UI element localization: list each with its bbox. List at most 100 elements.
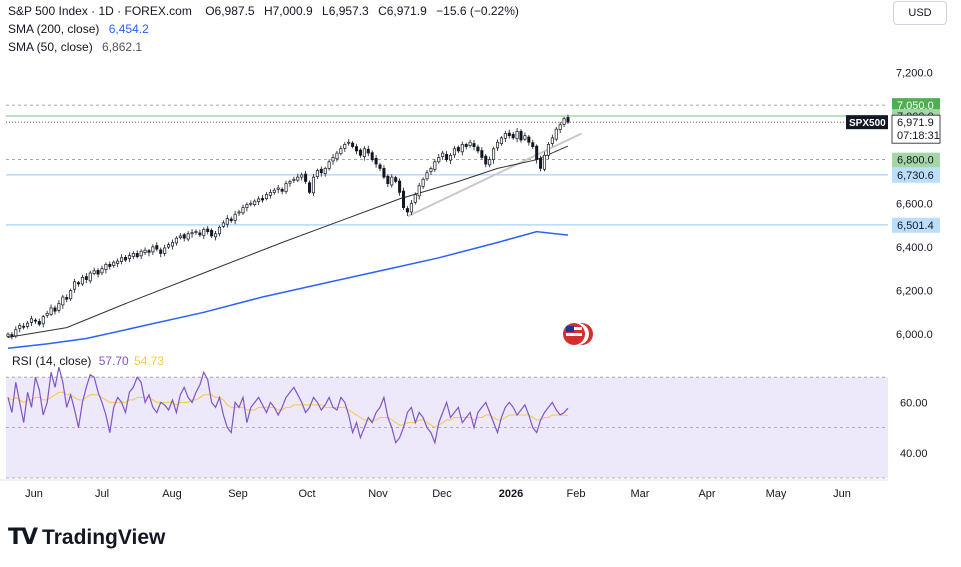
candle	[558, 121, 562, 134]
time-tick-label: Jul	[95, 488, 109, 500]
candle-body	[174, 237, 178, 244]
price-tick-label: 6,200.0	[896, 285, 933, 297]
candle	[507, 129, 511, 139]
candle-body	[14, 329, 18, 337]
candle-body	[80, 277, 84, 285]
candle	[112, 260, 116, 268]
candle-body	[214, 233, 218, 238]
rsi-legend[interactable]: RSI (14, close) 57.70 54.73	[12, 354, 164, 368]
candle	[194, 229, 198, 235]
candle	[261, 194, 265, 203]
symbol-title: S&P 500 Index · 1D · FOREX.com	[8, 4, 192, 18]
rsi-tick-label: 60.00	[900, 397, 928, 409]
low-label: L	[322, 4, 329, 18]
candle-body	[425, 172, 429, 180]
candle-body	[112, 261, 116, 266]
rsi-value: 57.70	[98, 354, 129, 368]
candle-body	[284, 183, 288, 193]
candle	[288, 179, 292, 187]
sma200-line	[7, 230, 569, 350]
candle-body	[558, 124, 562, 130]
candle	[100, 265, 104, 276]
candle-body	[452, 148, 456, 156]
candle	[182, 232, 186, 242]
candle-body	[562, 118, 566, 125]
time-tick-label: Sep	[228, 488, 248, 500]
candle	[343, 142, 347, 152]
price-label-text: 6,501.4	[897, 220, 934, 232]
symbol-tag-label: SPX500	[849, 118, 886, 129]
candle	[554, 126, 558, 142]
currency-button[interactable]: USD	[893, 1, 947, 25]
high-value: 7,000.9	[272, 4, 313, 18]
candle-body	[421, 178, 425, 187]
candle-body	[182, 234, 186, 239]
candle	[116, 258, 120, 268]
candle	[417, 182, 421, 200]
candle-body	[22, 325, 26, 328]
candle	[480, 147, 484, 160]
candle-body	[229, 218, 233, 222]
candle-body	[53, 307, 57, 312]
tradingview-logo[interactable]: TV TradingView	[8, 525, 165, 550]
candle-body	[499, 137, 503, 144]
flag-canton	[566, 326, 574, 332]
candle-body	[288, 181, 292, 184]
candle-body	[507, 132, 511, 137]
rsi-group	[6, 366, 888, 479]
candle-body	[413, 194, 417, 203]
candle-body	[163, 247, 167, 254]
candle-body	[221, 222, 225, 227]
candle-body	[433, 161, 437, 170]
candle-body	[390, 176, 394, 186]
candle	[405, 206, 409, 216]
candle	[84, 273, 88, 284]
open-value: 6,987.5	[214, 4, 255, 18]
candle-body	[519, 130, 523, 141]
time-tick-label: Oct	[298, 488, 315, 500]
candle-body	[123, 256, 127, 261]
candle	[284, 180, 288, 194]
candle-body	[300, 174, 304, 178]
flag-stripe	[566, 333, 582, 336]
candle-body	[261, 198, 265, 201]
candle-body	[45, 313, 49, 316]
candle	[155, 242, 159, 252]
candle-body	[292, 178, 296, 181]
candle	[308, 180, 312, 195]
price-label: 6,800.0	[892, 152, 940, 168]
us-flag-icon[interactable]	[563, 323, 593, 345]
candle	[562, 116, 566, 127]
candle	[476, 144, 480, 154]
candle	[151, 244, 155, 255]
candle	[92, 267, 96, 276]
candle-body	[147, 250, 151, 253]
candle-body	[249, 202, 253, 205]
candle	[495, 139, 500, 151]
candle	[331, 153, 335, 165]
candle-body	[311, 176, 315, 194]
rsi-line	[7, 366, 569, 445]
candle-body	[194, 231, 198, 233]
candle	[311, 174, 315, 197]
rsi-ma-line	[7, 391, 569, 429]
candle	[49, 304, 53, 316]
tradingview-mark-icon: TV	[8, 525, 38, 550]
candle-body	[84, 276, 88, 280]
candle	[425, 169, 429, 181]
sma50-legend[interactable]: SMA (50, close) 6,862.1	[8, 40, 144, 54]
candle-body	[26, 322, 30, 327]
sma200-legend[interactable]: SMA (200, close) 6,454.2	[8, 22, 151, 36]
candle	[29, 315, 34, 327]
candle	[378, 162, 382, 172]
candle	[108, 261, 112, 270]
candle-body	[539, 158, 543, 169]
candle	[452, 145, 456, 158]
candle	[18, 322, 22, 333]
candle	[527, 135, 531, 146]
candle	[441, 150, 445, 160]
candle-body	[167, 244, 171, 248]
candle-body	[120, 257, 124, 262]
last-price-value: 6,971.9	[897, 117, 934, 129]
